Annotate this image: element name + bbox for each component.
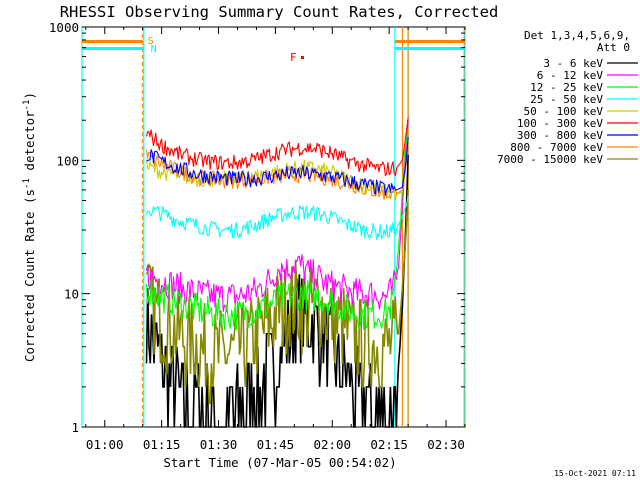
night-bar-2 <box>394 47 465 50</box>
legend-header-line-1: Det 1,3,4,5,6,9, <box>524 29 630 42</box>
x-tick-label-5: 02:00 <box>313 437 351 452</box>
flare-marker <box>300 56 304 59</box>
legend-header-line-2: Att 0 <box>597 41 630 54</box>
y-tick-label-4: 1000 <box>49 20 79 35</box>
series-line-1 <box>145 154 409 428</box>
flare-marker-label: F <box>290 51 297 64</box>
series-line-2 <box>145 120 409 313</box>
legend-label-1: 3 - 6 keV <box>543 57 603 70</box>
plot-area: SN F 01:00 01:15 01:30 01:45 02:00 02:15 02:30 1… <box>49 20 466 452</box>
x-tick-label-1: 01:00 <box>86 437 124 452</box>
saa-bar-1 <box>82 40 143 43</box>
legend-label-4: 25 - 50 keV <box>530 93 603 106</box>
chart-title: RHESSI Observing Summary Count Rates, Co… <box>60 3 499 21</box>
interval-lines <box>81 27 466 427</box>
x-tick-label-3: 01:30 <box>200 437 238 452</box>
x-tick-label-4: 01:45 <box>257 437 295 452</box>
series-line-4 <box>145 195 409 240</box>
series-line-6 <box>145 117 409 177</box>
series-line-7 <box>146 136 409 196</box>
night-marker-label: N <box>151 44 157 55</box>
x-tick-label-7: 02:30 <box>427 437 465 452</box>
x-axis-label: Start Time (07-Mar-05 00:54:02) <box>163 455 396 470</box>
footer-timestamp: 15-Oct-2021 07:11 <box>554 469 636 478</box>
saa-bar-2 <box>394 40 465 43</box>
x-tick-label-2: 01:15 <box>143 437 181 452</box>
axis-ticks: 01:00 01:15 01:30 01:45 02:00 02:15 02:30 1 10 10… <box>49 20 466 452</box>
series-line-3 <box>145 129 409 331</box>
legend-label-6: 100 - 300 keV <box>517 117 603 130</box>
saa-marker-label: S <box>148 36 154 47</box>
y-tick-label-2: 10 <box>64 287 79 302</box>
legend-label-7: 300 - 800 keV <box>517 129 603 142</box>
series-group <box>145 117 409 428</box>
legend-label-2: 6 - 12 keV <box>537 69 604 82</box>
y-tick-label-1: 1 <box>71 420 79 435</box>
legend-label-5: 50 - 100 keV <box>524 105 604 118</box>
legend-label-8: 800 - 7000 keV <box>510 141 603 154</box>
y-axis-label: Corrected Count Rate (s-1 detector-1) <box>22 92 37 362</box>
night-bar-1 <box>82 47 144 50</box>
series-line-8 <box>145 140 409 201</box>
y-tick-label-3: 100 <box>56 153 79 168</box>
legend-label-3: 12 - 25 keV <box>530 81 603 94</box>
legend-label-9: 7000 - 15000 keV <box>497 153 603 166</box>
x-tick-label-6: 02:15 <box>370 437 408 452</box>
flag-bars: SN F <box>82 36 465 64</box>
